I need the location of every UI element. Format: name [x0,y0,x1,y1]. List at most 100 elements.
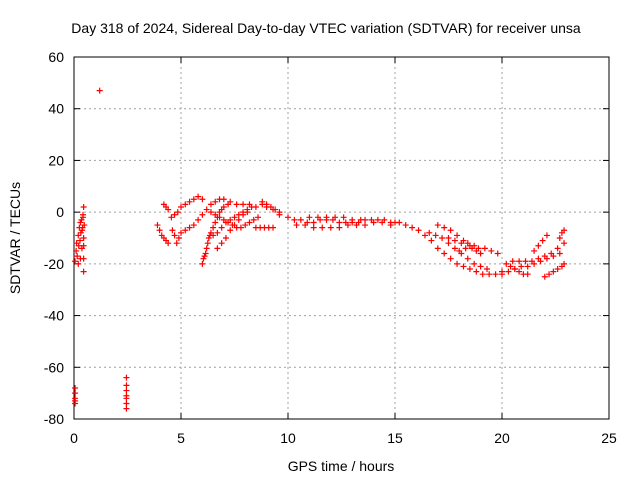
data-point [202,250,209,257]
data-point [462,245,469,252]
data-point [220,216,227,223]
data-point [72,384,79,391]
data-point [336,219,343,226]
y-tick-label: 40 [48,101,64,117]
data-point [340,214,347,221]
data-point [263,201,270,208]
data-point [154,222,161,229]
data-point [182,201,189,208]
data-point [72,390,79,397]
data-point [332,214,339,221]
data-point [451,245,458,252]
data-point [554,266,561,273]
data-point [210,224,217,231]
data-point [218,224,225,231]
data-point [524,263,531,270]
data-point [484,266,491,273]
data-point [240,201,247,208]
data-point [156,227,163,234]
data-point [421,232,428,239]
x-tick-label: 20 [494,430,510,446]
data-point [454,260,461,267]
data-point [548,250,555,257]
data-point [556,235,563,241]
data-point [96,87,103,94]
data-point [218,240,225,247]
data-point [270,224,277,231]
data-point [434,222,441,229]
data-point [220,203,227,210]
data-point [80,242,87,249]
data-point [291,216,298,223]
data-point [387,222,394,229]
data-point [561,227,568,234]
data-point [539,237,546,244]
data-point [486,271,493,278]
y-tick-label: -80 [44,411,64,427]
data-point [220,196,227,203]
data-point [235,216,242,223]
data-point [379,219,386,226]
data-point [222,235,229,241]
data-point [212,198,219,205]
data-point [195,193,202,200]
data-point [173,240,180,247]
data-point [554,245,561,252]
data-point [475,245,482,252]
data-point [447,227,454,234]
data-point [327,224,334,231]
data-point [561,240,568,247]
data-point [285,214,291,221]
data-point [302,222,309,229]
data-point [535,242,542,249]
plot-frame [73,56,610,420]
data-point [246,219,253,226]
data-point [165,206,172,213]
data-point [546,271,553,278]
data-point [203,245,210,252]
data-point [272,206,279,213]
data-point [199,260,206,267]
data-point [509,258,516,265]
data-point [492,271,499,278]
series-descent_15_20h [396,219,505,278]
series-arc_6_7h_tangle [207,203,262,252]
data-point [503,260,510,267]
data-point [80,203,87,210]
y-tick-label: 20 [48,152,64,168]
y-tick-label: 0 [56,204,64,220]
data-point [522,258,529,265]
series-arc_6h_low [199,201,232,267]
x-tick-label: 10 [280,430,296,446]
data-point [227,227,234,234]
y-tick-label: -40 [44,308,64,324]
data-point [541,253,548,260]
data-point [349,216,356,223]
data-point [445,235,452,241]
data-points [72,87,568,412]
data-point [252,203,259,210]
data-point [171,232,178,239]
data-point [464,240,471,247]
data-point [473,268,480,275]
grid-lines [74,57,609,419]
data-point [531,247,538,254]
data-point [434,245,441,252]
data-point [441,224,448,231]
data-point [203,206,210,213]
data-point [229,222,236,229]
data-point [80,255,87,262]
data-point [207,209,214,216]
series-trace_10_15h [285,214,398,231]
x-tick-label: 0 [70,430,78,446]
data-point [481,245,488,252]
data-point [178,229,184,236]
data-point [171,211,178,218]
data-point [204,240,211,247]
data-point [293,222,300,229]
data-point [259,198,266,205]
data-point [353,222,360,229]
y-axis-label: SDTVAR / TECUs [7,182,23,294]
data-point [79,211,86,218]
data-point [214,245,221,252]
